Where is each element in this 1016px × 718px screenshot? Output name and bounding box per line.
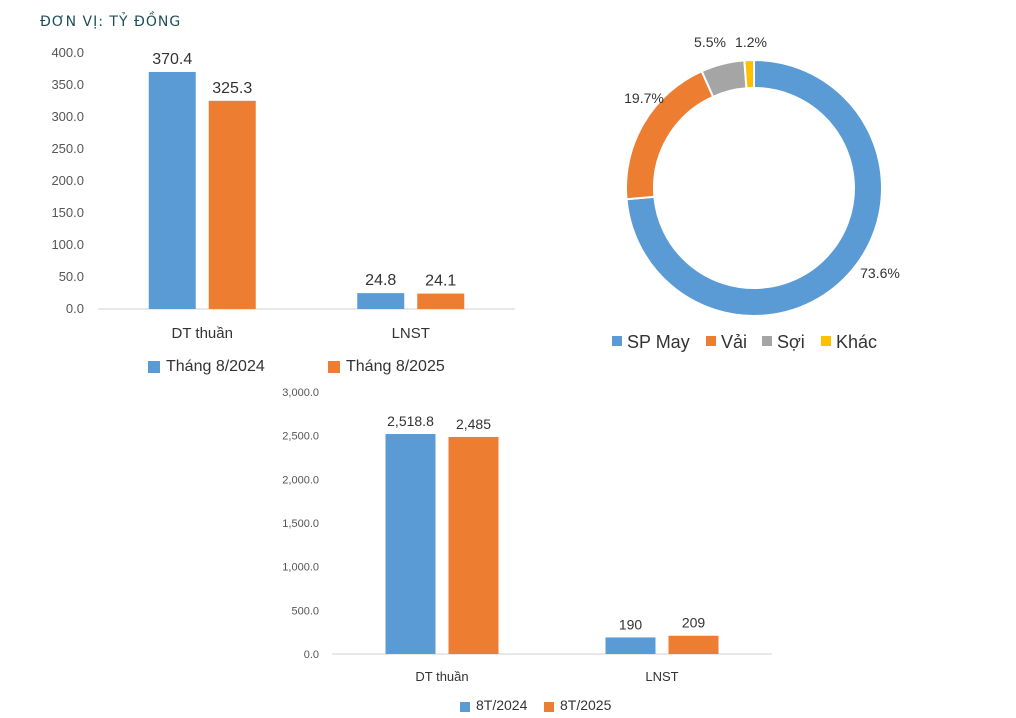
category-label: DT thuần [415,669,468,684]
legend-label: 8T/2024 [476,697,528,713]
y-tick-label: 400.0 [51,45,84,60]
slice-label: 5.5% [694,34,726,50]
category-label: LNST [645,669,678,684]
legend-swatch [612,336,622,346]
y-tick-label: 300.0 [51,109,84,124]
bar [385,434,436,654]
legend-swatch [544,702,554,712]
legend-label: Khác [836,332,877,352]
y-tick-label: 500.0 [291,605,319,617]
bar [148,71,196,309]
legend-label: Vải [721,332,747,352]
data-label: 24.1 [425,273,456,290]
legend-swatch [148,361,160,373]
y-tick-label: 50.0 [59,269,84,284]
y-tick-label: 200.0 [51,173,84,188]
data-label: 325.3 [212,80,252,97]
category-label: LNST [392,325,430,342]
y-tick-label: 0.0 [304,649,319,661]
data-label: 2,485 [456,416,491,432]
data-label: 24.8 [365,272,396,289]
legend-label: Tháng 8/2025 [346,358,445,375]
y-tick-label: 1,000.0 [282,562,319,574]
y-tick-label: 100.0 [51,237,84,252]
legend-label: SP May [627,332,690,352]
y-tick-label: 2,500.0 [282,431,319,443]
donut-slice [743,58,755,90]
category-label: DT thuần [172,325,233,342]
y-tick-label: 0.0 [66,301,84,316]
bar [448,436,499,654]
legend-swatch [328,361,340,373]
legend-swatch [821,336,831,346]
legend-label: Sợi [777,332,805,352]
legend-swatch [762,336,772,346]
donut-slice [625,58,883,317]
y-tick-label: 2,000.0 [282,474,319,486]
legend-label: Tháng 8/2024 [166,358,265,375]
bar [357,293,405,309]
legend-swatch [706,336,716,346]
slice-label: 19.7% [624,90,664,106]
y-tick-label: 150.0 [51,205,84,220]
y-tick-label: 1,500.0 [282,518,319,530]
unit-label: ĐƠN VỊ: TỶ ĐỒNG [40,14,182,30]
bar [417,293,465,309]
y-tick-label: 350.0 [51,77,84,92]
y-tick-label: 3,000.0 [282,387,319,399]
legend-swatch [460,702,470,712]
data-label: 190 [619,616,643,632]
bar [605,637,656,654]
legend-label: 8T/2025 [560,697,612,713]
bar [208,100,256,309]
bar [668,635,719,654]
slice-label: 1.2% [735,34,767,50]
data-label: 2,518.8 [387,413,434,429]
slice-label: 73.6% [860,265,900,281]
data-label: 370.4 [152,51,192,68]
y-tick-label: 250.0 [51,141,84,156]
data-label: 209 [682,615,706,631]
